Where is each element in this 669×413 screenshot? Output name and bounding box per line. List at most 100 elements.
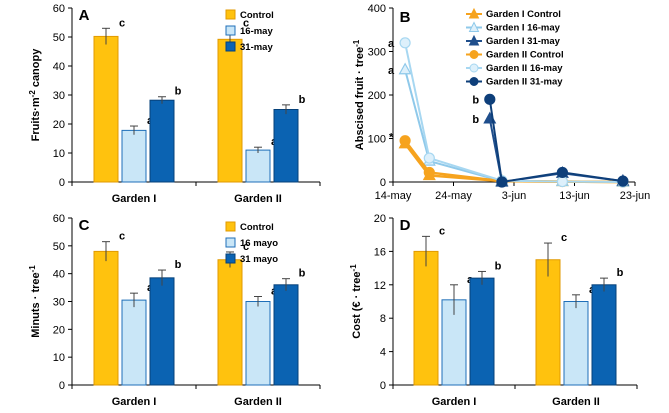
legend-label: Garden II 16-may — [486, 63, 563, 74]
y-tick-label: 0 — [59, 177, 65, 189]
y-tick-label: 200 — [368, 90, 386, 102]
significance-letter: c — [119, 17, 125, 29]
chart-B: 0 100 200 300 400 14-may 24-may 3-jun 13-jun 23-j… — [352, 3, 650, 202]
legend-label: Garden II Control — [486, 50, 564, 61]
legend-label: 16 mayo — [240, 238, 278, 249]
legend-marker — [469, 77, 479, 86]
significance-letter: c — [439, 225, 445, 237]
significance-letter: c — [119, 231, 125, 243]
y-tick-label: 20 — [53, 119, 65, 131]
x-tick-label: 23-jun — [620, 190, 651, 202]
x-tick-label: 13-jun — [559, 190, 590, 202]
bar — [469, 277, 495, 386]
y-tick-label: 0 — [380, 380, 386, 392]
bar — [217, 38, 243, 183]
series-line — [488, 99, 624, 184]
bar — [121, 129, 147, 183]
y-axis-title: Abscised fruit · tree-1 — [352, 39, 366, 150]
legend-swatch — [225, 25, 236, 36]
panel-label: D — [400, 217, 411, 234]
y-axis-title: Cost (€ · tree-1 — [349, 264, 363, 339]
y-tick-label: 400 — [368, 3, 386, 15]
legend-swatch — [225, 41, 236, 52]
y-tick-label: 50 — [53, 241, 65, 253]
legend-swatch — [225, 253, 236, 264]
legend-marker — [468, 7, 480, 19]
y-axis-title: Minuts · tree-1 — [28, 265, 42, 338]
significance-letter: b — [617, 267, 624, 279]
y-tick-label: 0 — [59, 380, 65, 392]
annotation: a — [388, 38, 395, 50]
data-point — [496, 176, 508, 188]
legend-label: 31-may — [240, 42, 273, 53]
bar — [535, 259, 561, 386]
y-tick-label: 10 — [53, 352, 65, 364]
y-tick-label: 8 — [380, 313, 386, 325]
significance-letter: b — [495, 260, 502, 272]
y-tick-label: 100 — [368, 134, 386, 146]
panel-label: B — [400, 9, 411, 26]
legend-marker — [468, 34, 480, 46]
legend-label: Garden I 16-may — [486, 23, 561, 34]
data-point — [484, 93, 496, 105]
bar — [149, 99, 175, 183]
significance-letter: b — [175, 259, 182, 271]
significance-letter: b — [175, 86, 182, 98]
y-tick-label: 16 — [374, 246, 386, 258]
annotation: * — [389, 132, 394, 144]
legend-label: Garden I 31-may — [486, 36, 561, 47]
data-point — [399, 135, 411, 147]
x-tick-label: 3-jun — [502, 190, 526, 202]
y-tick-label: 60 — [53, 213, 65, 225]
panel-label: A — [79, 7, 90, 24]
y-tick-label: 12 — [374, 280, 386, 292]
bar — [245, 301, 271, 386]
bar — [93, 250, 119, 386]
data-point — [556, 175, 569, 188]
bar — [413, 250, 439, 386]
bar — [245, 149, 271, 183]
legend-marker — [469, 50, 479, 59]
significance-letter: b — [299, 268, 306, 280]
y-tick-label: 50 — [53, 32, 65, 44]
bar — [273, 109, 299, 183]
bar — [591, 284, 617, 386]
significance-letter: b — [299, 94, 306, 106]
x-category-label: Garden II — [552, 396, 600, 408]
x-tick-label: 14-may — [375, 190, 412, 202]
y-axis-title: Fruits·m-2 canopy — [28, 48, 42, 142]
panel-label: C — [79, 217, 90, 234]
x-category-label: Garden I — [112, 396, 157, 408]
y-tick-label: 30 — [53, 297, 65, 309]
legend-label: Garden II 31-may — [486, 77, 563, 88]
y-tick-label: 30 — [53, 90, 65, 102]
bar — [217, 259, 243, 386]
y-tick-label: 300 — [368, 47, 386, 59]
x-category-label: Garden II — [234, 396, 282, 408]
legend-label: Control — [240, 10, 274, 21]
bar — [563, 301, 589, 386]
x-tick-label: 24-may — [435, 190, 472, 202]
legend-swatch — [225, 237, 236, 248]
legend-swatch — [225, 221, 236, 232]
legend-marker — [468, 21, 480, 32]
annotation: b — [472, 94, 479, 106]
significance-letter: c — [243, 241, 249, 253]
y-tick-label: 40 — [53, 61, 65, 73]
data-point — [617, 175, 629, 187]
bar — [93, 35, 119, 183]
bar — [273, 284, 299, 386]
data-point — [398, 62, 412, 75]
y-tick-label: 40 — [53, 269, 65, 281]
annotation: a — [388, 65, 395, 77]
legend-swatch — [225, 9, 236, 20]
significance-letter: c — [561, 232, 567, 244]
legend-label: Garden I Control — [486, 9, 561, 20]
legend-label: Control — [240, 222, 274, 233]
legend-label: 31 mayo — [240, 254, 278, 265]
legend-marker — [469, 63, 479, 73]
y-tick-label: 0 — [380, 177, 386, 189]
significance-letter: c — [243, 17, 249, 29]
x-category-label: Garden II — [234, 193, 282, 205]
